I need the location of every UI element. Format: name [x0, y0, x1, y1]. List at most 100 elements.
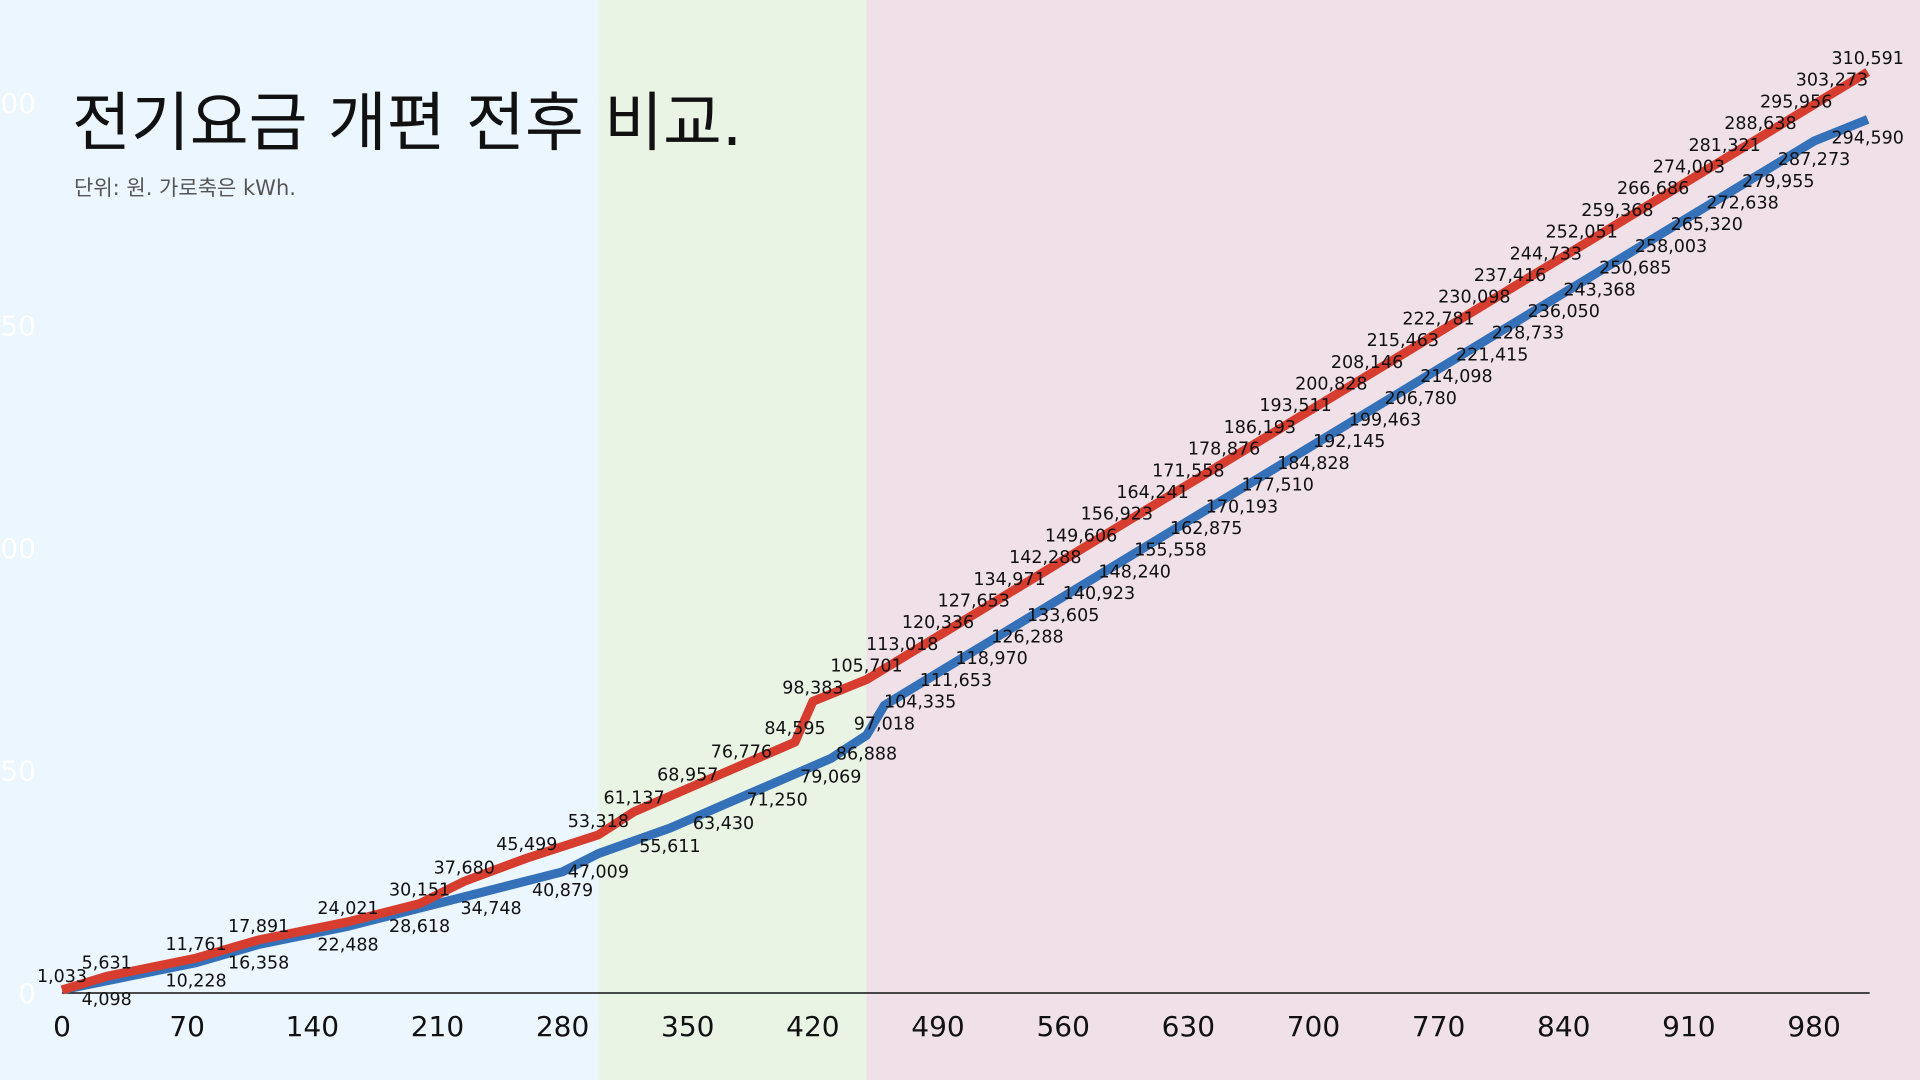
- data-label: 279,955: [1742, 172, 1814, 192]
- series-lines: [60, 68, 1871, 995]
- data-label: 28,618: [389, 917, 450, 937]
- data-label: 236,050: [1528, 302, 1600, 322]
- series-line-1: [61, 115, 1870, 995]
- data-label: 79,069: [800, 768, 861, 788]
- data-label: 140,923: [1063, 584, 1135, 604]
- data-label: 134,971: [973, 570, 1045, 590]
- data-label: 266,686: [1617, 179, 1689, 199]
- chart-title: 전기요금 개편 전후 비교.: [72, 87, 743, 161]
- data-label: 76,776: [711, 742, 772, 762]
- data-label: 170,193: [1206, 497, 1278, 517]
- y-tick-label: 100: [0, 532, 36, 565]
- x-tick-label: 910: [1662, 1010, 1715, 1043]
- data-label: 192,145: [1313, 432, 1385, 452]
- data-label: 30,151: [389, 881, 450, 901]
- x-tick-label: 980: [1787, 1010, 1840, 1043]
- x-tick-label: 0: [53, 1010, 71, 1043]
- x-tick-label: 280: [536, 1010, 589, 1043]
- x-tick-label: 420: [786, 1010, 839, 1043]
- data-label: 155,558: [1134, 541, 1206, 561]
- background-band-2: [866, 0, 1920, 1080]
- data-label: 45,499: [496, 835, 557, 855]
- y-axis-tick-labels: 0 50 100 150 200: [0, 87, 36, 1010]
- data-label: 228,733: [1492, 324, 1564, 344]
- data-label: 215,463: [1367, 331, 1439, 351]
- data-label: 148,240: [1098, 562, 1170, 582]
- data-label: 97,018: [854, 714, 915, 734]
- data-label: 252,051: [1545, 223, 1617, 243]
- x-tick-label: 140: [286, 1010, 339, 1043]
- data-label: 40,879: [532, 881, 593, 901]
- data-label: 86,888: [836, 744, 897, 764]
- background-band-0: [0, 0, 599, 1080]
- data-label: 126,288: [991, 628, 1063, 648]
- data-label: 193,511: [1259, 396, 1331, 416]
- data-label: 156,923: [1081, 505, 1153, 525]
- data-label: 171,558: [1152, 461, 1224, 481]
- data-label: 63,430: [693, 814, 754, 834]
- data-label: 1,033: [37, 967, 87, 987]
- data-label: 295,956: [1760, 92, 1832, 112]
- data-label: 162,875: [1170, 519, 1242, 539]
- x-axis-tick-labels: 0 70 140 210 280 350 420 490 560 630 700 770 840 910 9…: [53, 1010, 1841, 1043]
- data-label: 120,336: [902, 613, 974, 633]
- data-label: 222,781: [1402, 309, 1474, 329]
- background-band-1: [598, 0, 867, 1080]
- data-label: 22,488: [317, 935, 378, 955]
- data-label: 184,828: [1277, 454, 1349, 474]
- data-label: 37,680: [434, 858, 495, 878]
- data-label: 243,368: [1563, 280, 1635, 300]
- data-label: 142,288: [1009, 548, 1081, 568]
- data-label: 17,891: [228, 917, 289, 937]
- data-label: 71,250: [747, 791, 808, 811]
- data-label: 118,970: [955, 649, 1027, 669]
- data-label: 61,137: [603, 789, 664, 809]
- data-label: 4,098: [82, 990, 132, 1010]
- data-label: 230,098: [1438, 288, 1510, 308]
- data-label: 208,146: [1331, 353, 1403, 373]
- data-label: 113,018: [866, 635, 938, 655]
- data-label: 34,748: [460, 899, 521, 919]
- x-tick-label: 560: [1036, 1010, 1089, 1043]
- x-tick-label: 490: [911, 1010, 964, 1043]
- data-label: 104,335: [884, 693, 956, 713]
- data-label: 5,631: [82, 953, 132, 973]
- data-label: 199,463: [1349, 411, 1421, 431]
- data-label: 11,761: [165, 935, 226, 955]
- y-tick-label: 50: [0, 755, 36, 788]
- y-tick-label: 0: [18, 977, 36, 1010]
- data-label: 127,653: [938, 591, 1010, 611]
- x-tick-label: 210: [411, 1010, 464, 1043]
- data-label: 250,685: [1599, 259, 1671, 279]
- data-label: 288,638: [1724, 114, 1796, 134]
- data-label: 221,415: [1456, 345, 1528, 365]
- data-label: 16,358: [228, 953, 289, 973]
- data-label: 164,241: [1116, 483, 1188, 503]
- data-label: 53,318: [568, 812, 629, 832]
- data-label: 310,591: [1831, 49, 1903, 69]
- data-label: 149,606: [1045, 526, 1117, 546]
- data-label: 133,605: [1027, 606, 1099, 626]
- data-label: 186,193: [1224, 418, 1296, 438]
- data-label: 303,273: [1796, 71, 1868, 91]
- x-tick-label: 770: [1412, 1010, 1465, 1043]
- data-label: 68,957: [657, 766, 718, 786]
- y-tick-label: 200: [0, 87, 36, 120]
- data-label: 111,653: [920, 671, 992, 691]
- data-label: 24,021: [317, 899, 378, 919]
- data-label: 274,003: [1653, 157, 1725, 177]
- x-tick-label: 350: [661, 1010, 714, 1043]
- data-label: 177,510: [1242, 476, 1314, 496]
- data-label: 84,595: [764, 719, 825, 739]
- chart-subtitle: 단위: 원. 가로축은 kWh.: [74, 176, 296, 200]
- data-label: 287,273: [1778, 150, 1850, 170]
- x-tick-label: 630: [1162, 1010, 1215, 1043]
- data-label: 206,780: [1385, 389, 1457, 409]
- data-label: 178,876: [1188, 440, 1260, 460]
- data-label: 259,368: [1581, 201, 1653, 221]
- data-label: 237,416: [1474, 266, 1546, 286]
- data-label: 294,590: [1831, 128, 1903, 148]
